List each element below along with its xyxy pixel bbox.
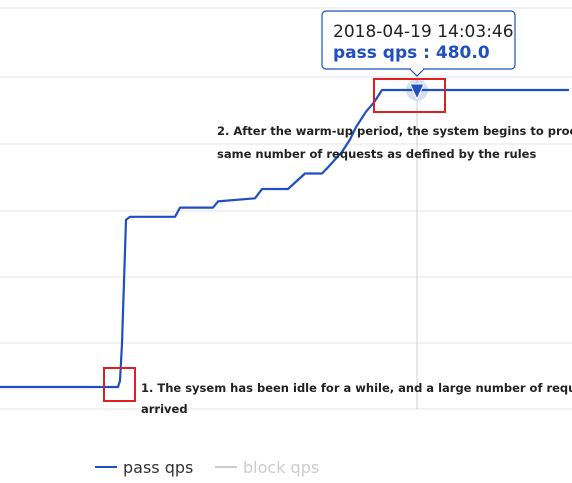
tooltip-time: 2018-04-19 14:03:46 [333, 22, 514, 42]
highlight-box-burst-start [103, 367, 136, 402]
tooltip: 2018-04-19 14:03:46 pass qps : 480.0 [321, 10, 516, 77]
annotation-line: same number of requests as defined by th… [217, 147, 536, 161]
annotation-line: 1. The sysem has been idle for a while, … [141, 381, 572, 395]
annotation-idle: 1. The sysem has been idle for a while, … [141, 381, 572, 416]
annotation-line: arrived [141, 402, 188, 416]
annotation-warmup: 2. After the warm-up period, the system … [217, 124, 572, 161]
legend-item-pass-qps[interactable]: pass qps [95, 458, 193, 477]
legend-label: pass qps [123, 458, 193, 477]
tooltip-pointer [409, 68, 425, 77]
legend: pass qps block qps [95, 458, 319, 477]
annotation-line: 2. After the warm-up period, the system … [217, 124, 572, 138]
grid [0, 7, 572, 410]
legend-item-block-qps[interactable]: block qps [215, 458, 319, 477]
highlight-box-steady-state [373, 78, 446, 113]
legend-label: block qps [243, 458, 319, 477]
tooltip-value: pass qps : 480.0 [333, 43, 490, 63]
point-marker-icon[interactable] [409, 83, 425, 101]
